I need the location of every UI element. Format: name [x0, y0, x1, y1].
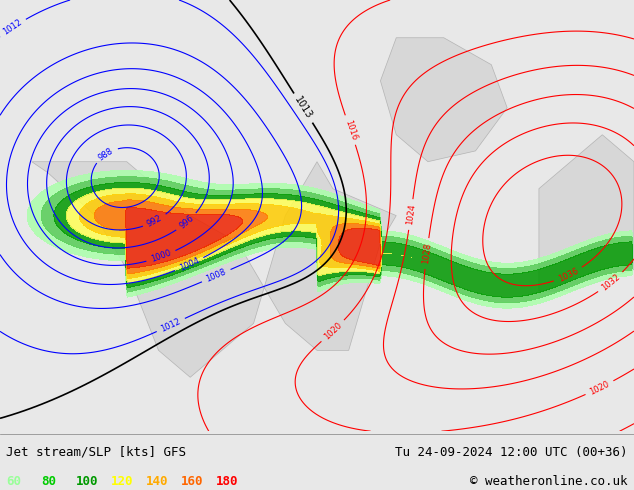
Text: 160: 160	[181, 475, 203, 489]
Text: 1016: 1016	[343, 119, 358, 142]
Text: 1012: 1012	[1, 18, 24, 37]
Text: 992: 992	[146, 214, 164, 229]
Text: 1028: 1028	[421, 243, 432, 265]
Text: Tu 24-09-2024 12:00 UTC (00+36): Tu 24-09-2024 12:00 UTC (00+36)	[395, 446, 628, 459]
Text: 1020: 1020	[588, 379, 611, 396]
Text: 996: 996	[178, 214, 195, 231]
Polygon shape	[539, 135, 634, 291]
Text: 1032: 1032	[600, 272, 622, 293]
Text: 988: 988	[97, 146, 115, 162]
Text: 1020: 1020	[322, 320, 344, 342]
Text: 120: 120	[111, 475, 133, 489]
Text: 140: 140	[146, 475, 168, 489]
Text: Jet stream/SLP [kts] GFS: Jet stream/SLP [kts] GFS	[6, 446, 186, 459]
Text: 1000: 1000	[150, 249, 172, 265]
Text: 60: 60	[6, 475, 22, 489]
Text: 1012: 1012	[159, 317, 182, 334]
Polygon shape	[32, 162, 396, 377]
Text: 1004: 1004	[178, 256, 201, 273]
Text: 1013: 1013	[292, 95, 314, 121]
Text: 100: 100	[76, 475, 98, 489]
Text: © weatheronline.co.uk: © weatheronline.co.uk	[470, 475, 628, 489]
Polygon shape	[380, 38, 507, 162]
Text: 180: 180	[216, 475, 238, 489]
Text: 1008: 1008	[205, 268, 228, 284]
Text: 80: 80	[41, 475, 56, 489]
Text: 1024: 1024	[405, 203, 417, 225]
Text: 1036: 1036	[557, 266, 579, 284]
